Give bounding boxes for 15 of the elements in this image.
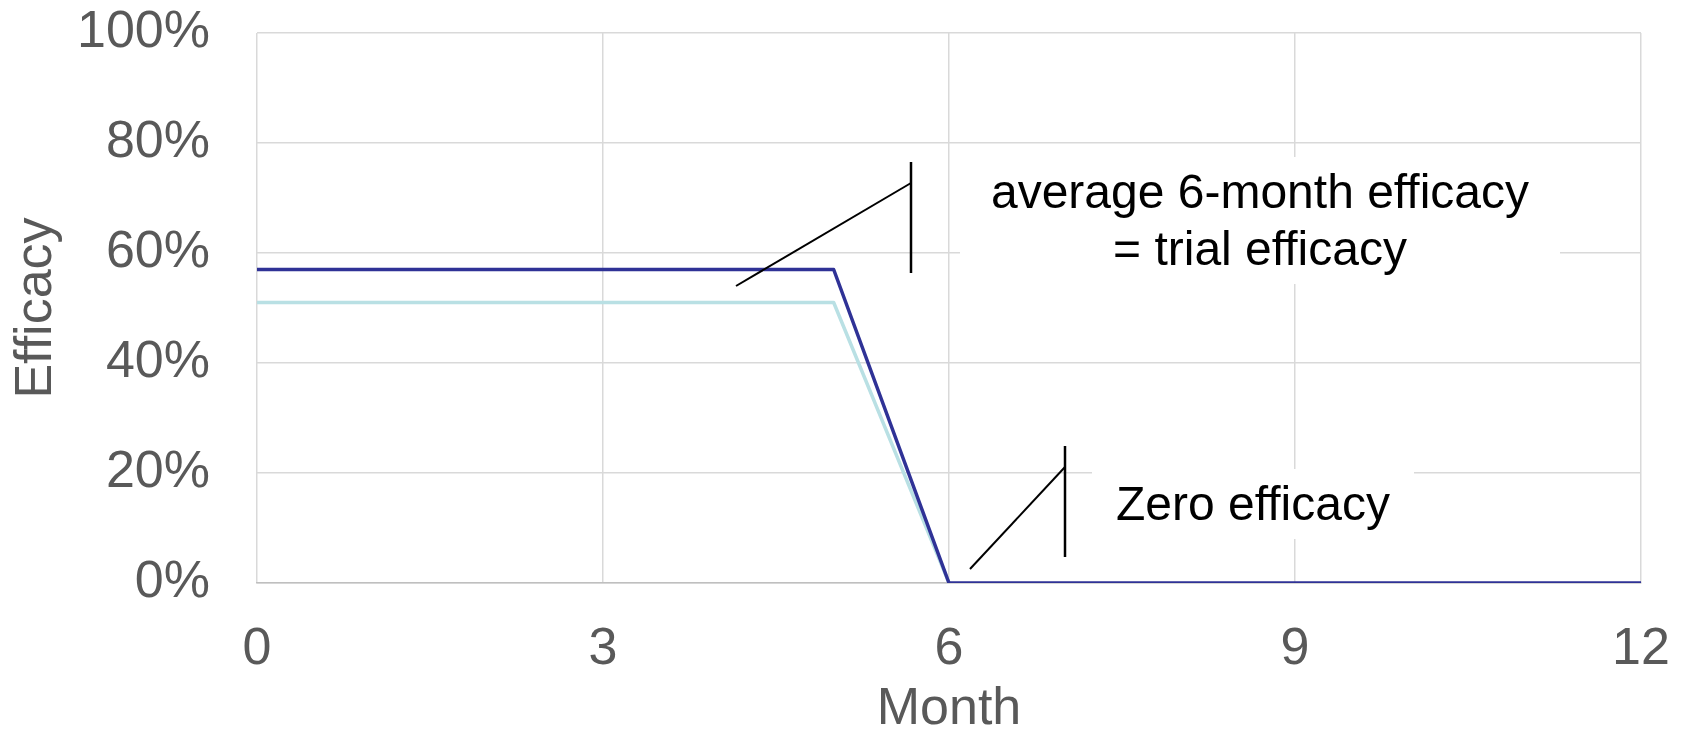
annotation: Zero efficacy <box>1092 469 1414 539</box>
x-tick-label: 0 <box>242 616 272 675</box>
y-axis-title: Efficacy <box>3 217 62 399</box>
x-tick-label: 6 <box>934 616 964 675</box>
y-tick-label: 0% <box>134 550 210 609</box>
y-tick-label: 20% <box>105 440 210 499</box>
y-tick-label: 100% <box>77 0 210 59</box>
x-axis-title: Month <box>876 677 1022 736</box>
x-tick-label: 3 <box>588 616 618 675</box>
x-tick-label: 9 <box>1280 616 1310 675</box>
y-tick-label: 80% <box>105 110 210 169</box>
y-tick-label: 60% <box>105 220 210 279</box>
x-tick-label: 12 <box>1612 616 1670 675</box>
annotation: average 6-month efficacy = trial efficacy <box>960 156 1560 284</box>
y-tick-label: 40% <box>105 330 210 389</box>
